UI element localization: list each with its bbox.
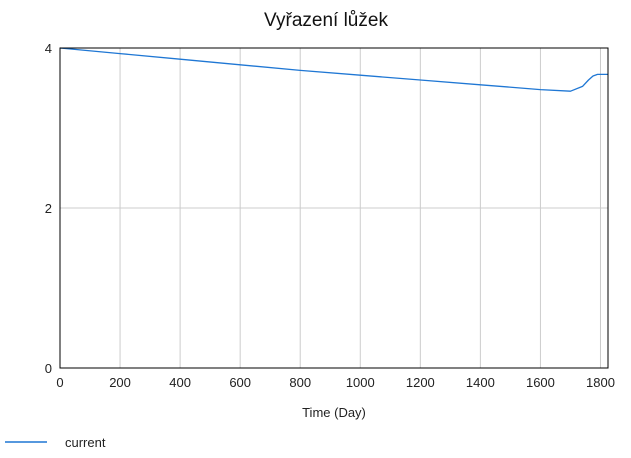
x-tick-label: 1400 [466,375,495,390]
x-tick-label: 200 [109,375,131,390]
x-tick-label: 400 [169,375,191,390]
x-tick-label: 1800 [586,375,615,390]
x-tick-label: 1000 [346,375,375,390]
x-tick-label: 1200 [406,375,435,390]
y-tick-label: 4 [45,41,52,56]
tick-labels: 0 200 400 600 800 1000 1200 1400 1600 1800 0 2 4 [45,41,615,390]
x-tick-label: 0 [56,375,63,390]
x-tick-label: 600 [229,375,251,390]
y-tick-label: 2 [45,201,52,216]
plot-frame [59,47,609,369]
legend: current [5,435,106,450]
series-line-current [59,47,608,92]
x-axis-label: Time (Day) [302,405,366,420]
series-group [59,47,608,92]
chart-title: Vyřazení lůžek [264,10,388,31]
y-tick-label: 0 [45,361,52,376]
x-tick-label: 800 [289,375,311,390]
legend-label-current: current [65,435,106,450]
x-tick-label: 1600 [526,375,555,390]
